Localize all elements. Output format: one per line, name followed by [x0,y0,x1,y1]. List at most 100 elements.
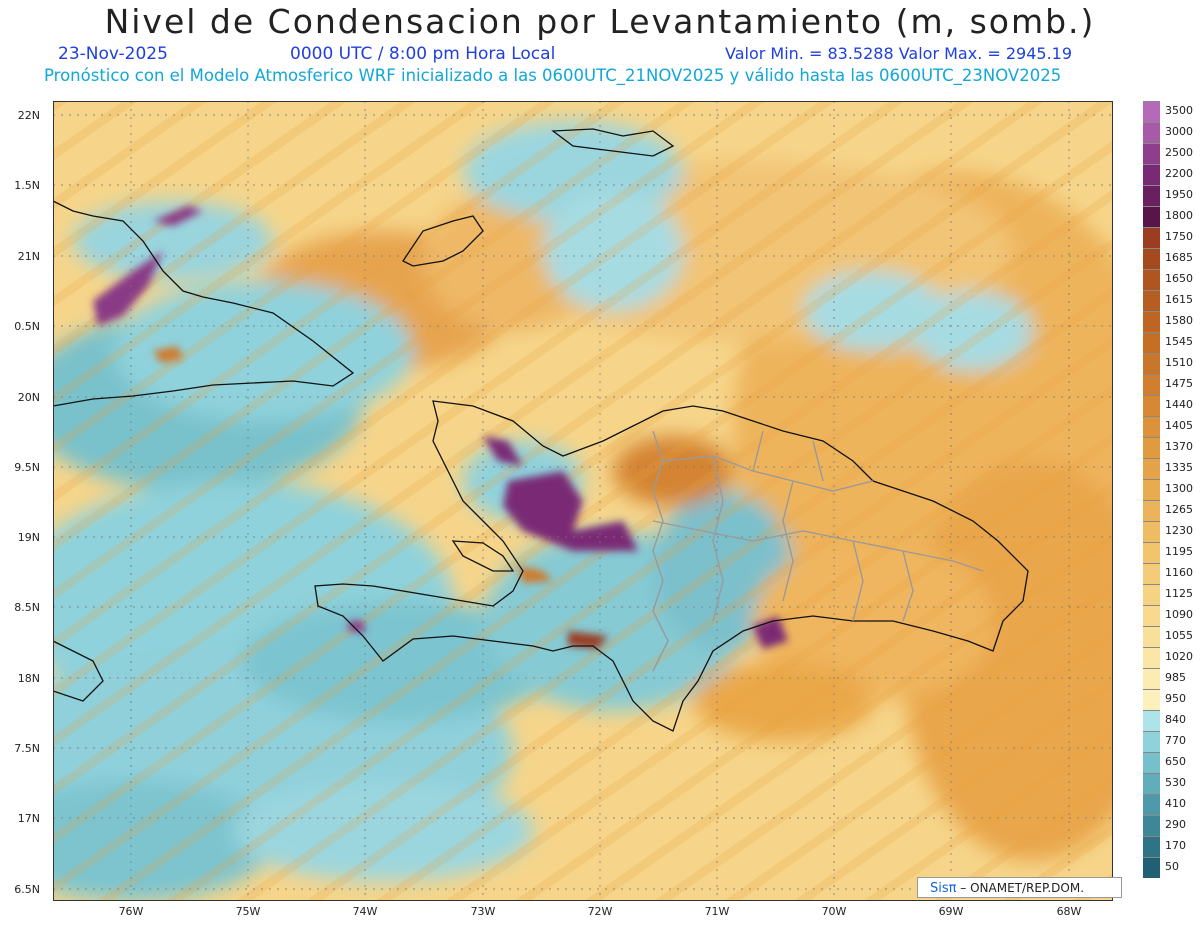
lat-label: 9.5N [14,461,40,474]
colorbar-label: 1370 [1165,440,1193,453]
lon-label: 69W [938,905,964,918]
lat-label: 22N [17,109,40,122]
credit-text: – ONAMET/REP.DOM. [960,881,1085,895]
map-title: Nivel de Condensacion por Levantamiento … [104,2,1096,41]
credit-box: Sisπ – ONAMET/REP.DOM. [917,877,1122,898]
lat-label: 0.5N [14,320,40,333]
colorbar-label: 1440 [1165,398,1193,411]
min-max-label: Valor Min. = 83.5288 Valor Max. = 2945.1… [725,44,1073,63]
lon-label: 71W [704,905,730,918]
colorbar-swatch [1143,605,1160,626]
colorbar-label: 3000 [1165,125,1193,138]
colorbar-swatch [1143,227,1160,248]
colorbar-swatch [1143,290,1160,311]
colorbar-swatch [1143,521,1160,542]
colorbar-swatch [1143,668,1160,689]
colorbar-label: 50 [1165,860,1179,873]
lat-label: 21N [17,250,40,263]
colorbar-label: 1230 [1165,524,1193,537]
colorbar-label: 2500 [1165,146,1193,159]
colorbar-swatch [1143,269,1160,290]
colorbar-label: 410 [1165,797,1186,810]
lon-label: 70W [821,905,847,918]
lat-label: 18N [17,672,40,685]
lon-label: 76W [118,905,144,918]
lon-label: 73W [470,905,496,918]
colorbar-label: 985 [1165,671,1186,684]
lat-label: 20N [17,391,40,404]
colorbar-swatch [1143,836,1160,857]
time-label: 0000 UTC / 8:00 pm Hora Local [290,44,556,64]
colorbar-label: 840 [1165,713,1186,726]
colorbar-label: 1195 [1165,545,1193,558]
model-info: Pronóstico con el Modelo Atmosferico WRF… [44,66,1062,85]
colorbar-swatch [1143,542,1160,563]
colorbar-swatch [1143,143,1160,164]
colorbar-swatch [1143,710,1160,731]
colorbar-swatch [1143,206,1160,227]
colorbar-swatch [1143,122,1160,143]
colorbar-label: 1580 [1165,314,1193,327]
colorbar-swatch [1143,164,1160,185]
colorbar-swatch [1143,374,1160,395]
colorbar-swatch [1143,458,1160,479]
colorbar-label: 1800 [1165,209,1193,222]
colorbar-swatch [1143,563,1160,584]
date-label: 23-Nov-2025 [58,44,168,64]
lon-label: 68W [1056,905,1082,918]
colorbar-label: 290 [1165,818,1186,831]
colorbar-label: 1090 [1165,608,1193,621]
colorbar-label: 1020 [1165,650,1193,663]
colorbar-swatch [1143,689,1160,710]
colorbar-label: 1950 [1165,188,1193,201]
colorbar-swatch [1143,647,1160,668]
colorbar-swatch [1143,626,1160,647]
colorbar-swatch [1143,185,1160,206]
lat-label: 7.5N [14,742,40,755]
colorbar [1143,101,1160,878]
colorbar-swatch [1143,353,1160,374]
colorbar-label: 1475 [1165,377,1193,390]
lon-label: 74W [352,905,378,918]
colorbar-label: 1545 [1165,335,1193,348]
colorbar-swatch [1143,248,1160,269]
colorbar-swatch [1143,500,1160,521]
colorbar-swatch [1143,752,1160,773]
colorbar-swatch [1143,437,1160,458]
credit-brand: Sisπ [930,881,957,896]
colorbar-label: 1685 [1165,251,1193,264]
colorbar-label: 3500 [1165,104,1193,117]
colorbar-label: 1055 [1165,629,1193,642]
colorbar-swatch [1143,101,1160,122]
colorbar-label: 770 [1165,734,1186,747]
colorbar-label: 1405 [1165,419,1193,432]
lat-label: 17N [17,812,40,825]
lat-label: 1.5N [14,179,40,192]
colorbar-swatch [1143,311,1160,332]
colorbar-label: 1615 [1165,293,1193,306]
colorbar-swatch [1143,416,1160,437]
colorbar-label: 950 [1165,692,1186,705]
colorbar-label: 1160 [1165,566,1193,579]
colorbar-label: 1125 [1165,587,1193,600]
colorbar-swatch [1143,479,1160,500]
colorbar-label: 1300 [1165,482,1193,495]
colorbar-swatch [1143,773,1160,794]
colorbar-swatch [1143,857,1160,878]
lcl-map [53,101,1113,901]
lat-label: 6.5N [14,883,40,896]
colorbar-label: 1335 [1165,461,1193,474]
colorbar-swatch [1143,584,1160,605]
colorbar-label: 650 [1165,755,1186,768]
colorbar-swatch [1143,731,1160,752]
colorbar-label: 1510 [1165,356,1193,369]
colorbar-label: 170 [1165,839,1186,852]
lon-label: 72W [587,905,613,918]
colorbar-swatch [1143,395,1160,416]
colorbar-label: 2200 [1165,167,1193,180]
colorbar-swatch [1143,815,1160,836]
colorbar-label: 1265 [1165,503,1193,516]
lon-label: 75W [235,905,261,918]
lat-label: 8.5N [14,601,40,614]
colorbar-label: 1650 [1165,272,1193,285]
